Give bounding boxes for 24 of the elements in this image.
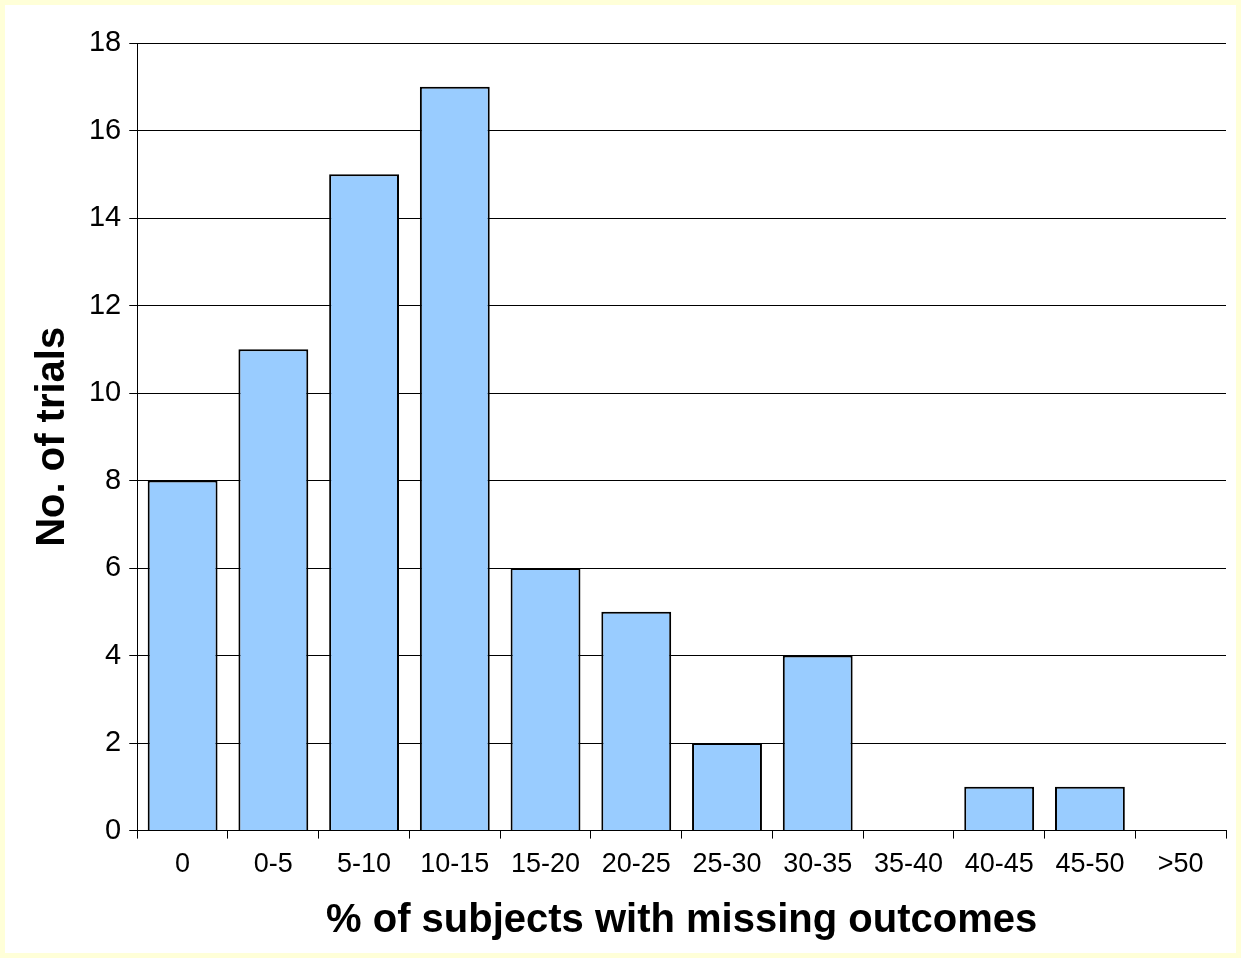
y-tick-label: 0 bbox=[105, 812, 122, 845]
y-tick-label: 18 bbox=[88, 25, 122, 57]
y-tick-label: 10 bbox=[88, 375, 122, 408]
y-tick-label: 4 bbox=[105, 637, 122, 670]
y-tick-label: 8 bbox=[105, 462, 122, 495]
x-tick-label: 40-45 bbox=[964, 848, 1034, 879]
x-tick-label: 30-35 bbox=[783, 848, 853, 879]
x-tick-label: 0-5 bbox=[253, 848, 293, 879]
y-tick-label: 14 bbox=[88, 200, 122, 233]
x-tick-label: 0 bbox=[175, 848, 191, 879]
x-tick-label: 25-30 bbox=[692, 848, 762, 879]
x-tick-label: 5-10 bbox=[337, 848, 392, 879]
x-tick-label: 20-25 bbox=[601, 848, 671, 879]
x-tick-label: 10-15 bbox=[420, 848, 490, 879]
y-axis-title: No. of trials bbox=[28, 326, 73, 547]
x-tick-label: >50 bbox=[1157, 848, 1204, 879]
y-tick-label: 12 bbox=[88, 287, 122, 320]
y-tick-label: 6 bbox=[105, 550, 122, 583]
x-tick-label: 35-40 bbox=[873, 848, 943, 879]
y-tick-label: 16 bbox=[88, 112, 122, 145]
x-tick-label: 45-50 bbox=[1055, 848, 1125, 879]
y-tick-label: 2 bbox=[105, 725, 122, 758]
x-tick-label: 15-20 bbox=[511, 848, 581, 879]
x-axis-title: % of subjects with missing outcomes bbox=[326, 896, 1038, 941]
